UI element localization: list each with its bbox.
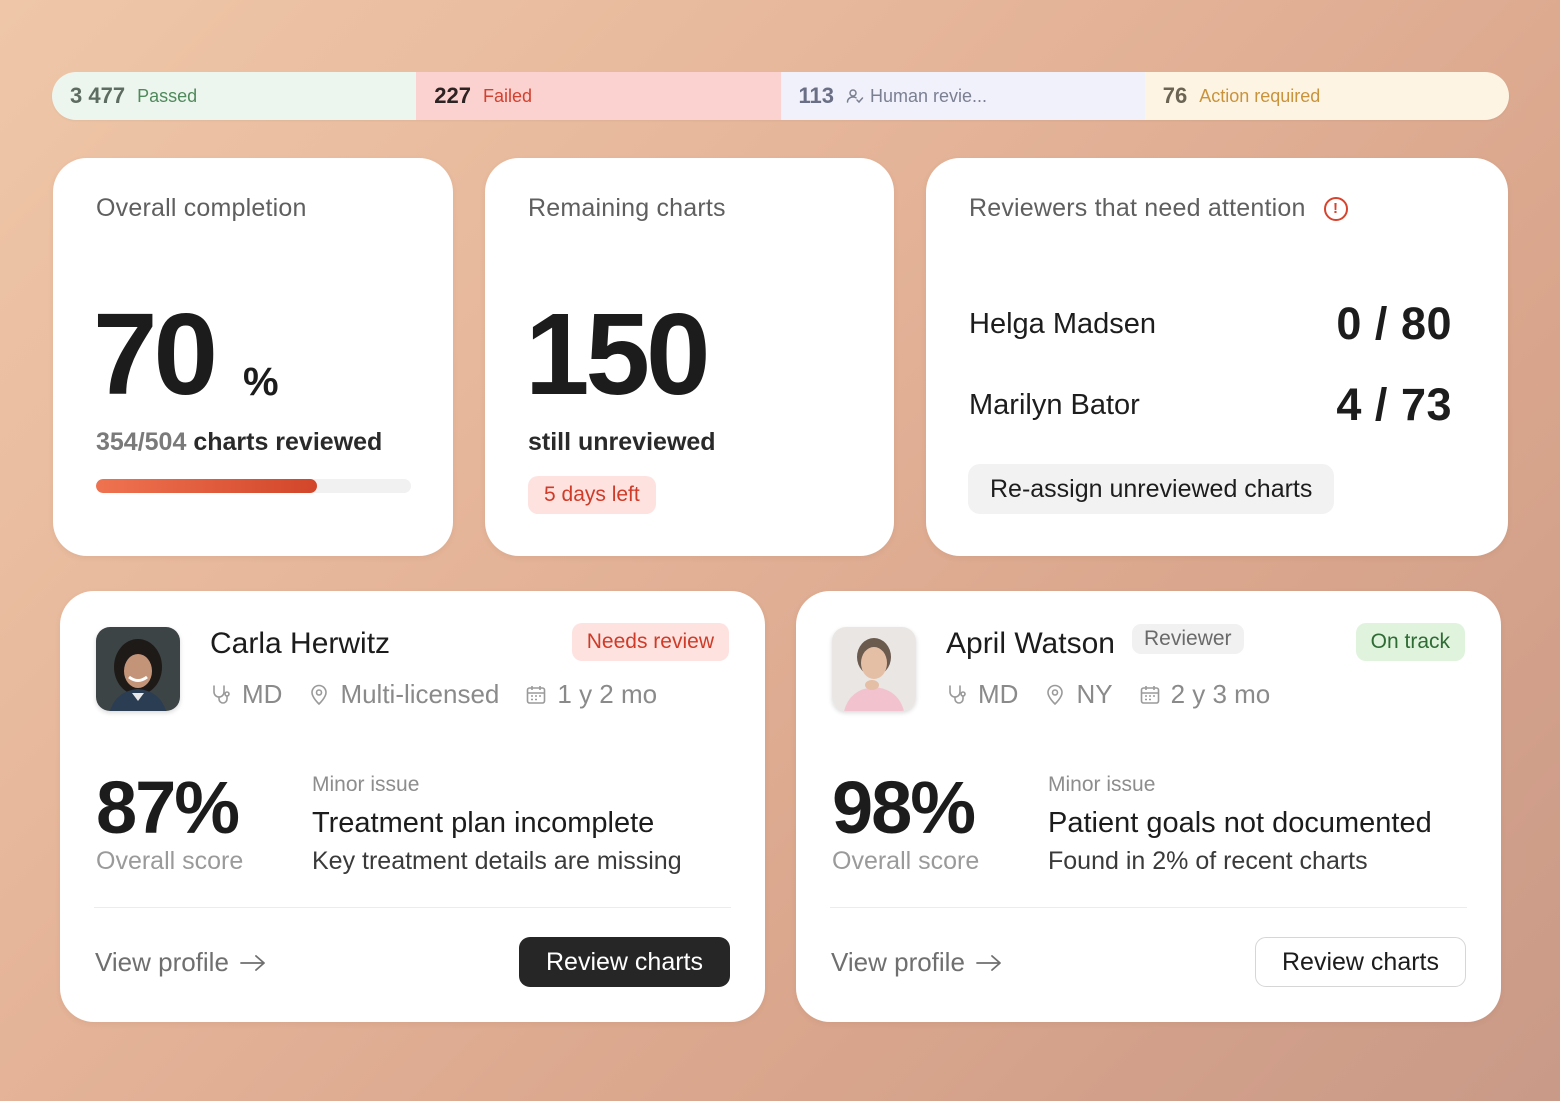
status-badge: Needs review bbox=[571, 623, 729, 661]
review-charts-button[interactable]: Review charts bbox=[1255, 937, 1466, 987]
human-review-count: 113 bbox=[798, 83, 835, 108]
issue-description: Key treatment details are missing bbox=[312, 847, 682, 875]
status-badge: On track bbox=[1355, 623, 1465, 661]
overall-score-label: Overall score bbox=[832, 847, 980, 875]
issue-title: Patient goals not documented bbox=[1048, 807, 1432, 839]
remaining-value: 150 bbox=[525, 289, 711, 419]
human-review-label: Human revie... bbox=[870, 85, 988, 106]
credential-text: MD bbox=[242, 679, 283, 709]
reviewers-attention-card: Reviewers that need attention ! Helga Ma… bbox=[926, 158, 1508, 556]
passed-label: Passed bbox=[137, 85, 198, 106]
issue-description: Found in 2% of recent charts bbox=[1048, 847, 1368, 875]
reviewer-name: April Watson bbox=[946, 627, 1115, 660]
credential-text: MD bbox=[978, 679, 1019, 709]
tenure-text: 1 y 2 mo bbox=[557, 679, 658, 709]
tenure-text: 2 y 3 mo bbox=[1170, 679, 1271, 709]
reassign-charts-button[interactable]: Re-assign unreviewed charts bbox=[968, 464, 1335, 514]
completion-progress-fill bbox=[96, 479, 317, 493]
reviewer-meta: MD NY 2 y 3 mo bbox=[946, 679, 1270, 710]
arrow-right-icon bbox=[976, 954, 1001, 971]
reviewer-row[interactable]: Marilyn Bator 4 / 73 bbox=[969, 379, 1452, 431]
view-profile-label: View profile bbox=[831, 947, 965, 977]
reviewer-name: Marilyn Bator bbox=[969, 388, 1140, 421]
days-left-badge: 5 days left bbox=[528, 476, 656, 514]
calendar-icon bbox=[527, 685, 546, 704]
map-pin-icon bbox=[1047, 684, 1064, 705]
reviewer-name: Carla Herwitz bbox=[210, 627, 391, 660]
avatar[interactable] bbox=[96, 627, 180, 711]
overall-score-value: 98% bbox=[832, 766, 976, 849]
avatar-portrait bbox=[832, 627, 916, 711]
credential-item: MD bbox=[210, 679, 282, 710]
status-failed-segment[interactable]: 227 Failed bbox=[416, 72, 781, 120]
issue-title: Treatment plan incomplete bbox=[312, 807, 655, 839]
failed-count: 227 bbox=[434, 83, 471, 108]
completion-unit: % bbox=[243, 360, 279, 404]
overall-completion-card: Overall completion 70 % 354/504 charts r… bbox=[53, 158, 453, 556]
view-profile-label: View profile bbox=[95, 947, 229, 977]
completion-title: Overall completion bbox=[96, 194, 307, 222]
status-passed-segment[interactable]: 3 477 Passed bbox=[52, 72, 417, 120]
reviewer-card-april-watson: April Watson Reviewer On track MD NY 2 y… bbox=[796, 591, 1501, 1022]
stethoscope-icon bbox=[213, 684, 230, 704]
location-item: Multi-licensed bbox=[308, 679, 499, 710]
overall-score-label: Overall score bbox=[96, 847, 244, 875]
location-item: NY bbox=[1044, 679, 1113, 710]
stethoscope-icon bbox=[949, 684, 966, 704]
reviewer-name: Helga Madsen bbox=[969, 307, 1156, 340]
action-required-count: 76 bbox=[1162, 83, 1188, 108]
calendar-icon bbox=[1140, 685, 1159, 704]
location-text: Multi-licensed bbox=[340, 679, 500, 709]
charts-reviewed-suffix: charts reviewed bbox=[186, 428, 383, 456]
status-summary-bar: 3 477 Passed 227 Failed 113 Human revie.… bbox=[52, 72, 1509, 120]
attention-title: Reviewers that need attention bbox=[969, 194, 1306, 222]
reviewer-count: 4 / 73 bbox=[1336, 379, 1452, 430]
reviewer-count: 0 / 80 bbox=[1336, 298, 1452, 349]
card-divider bbox=[94, 907, 731, 908]
charts-reviewed-fraction: 354/504 bbox=[96, 428, 187, 456]
alert-circle-icon: ! bbox=[1323, 196, 1348, 221]
charts-reviewed-text: 354/504 charts reviewed bbox=[96, 428, 382, 457]
view-profile-link[interactable]: View profile bbox=[831, 947, 1003, 978]
overall-score-value: 87% bbox=[96, 766, 240, 849]
avatar[interactable] bbox=[832, 627, 916, 711]
attention-title-row: Reviewers that need attention ! bbox=[969, 194, 1348, 223]
user-check-icon bbox=[846, 89, 864, 104]
arrow-right-icon bbox=[240, 954, 265, 971]
location-text: NY bbox=[1076, 679, 1113, 709]
card-divider bbox=[830, 907, 1467, 908]
action-required-label: Action required bbox=[1199, 85, 1321, 106]
completion-value: 70 bbox=[93, 289, 218, 419]
map-pin-icon bbox=[311, 684, 328, 705]
issue-severity: Minor issue bbox=[1048, 773, 1156, 796]
status-action-required-segment[interactable]: 76 Action required bbox=[1144, 72, 1509, 120]
failed-label: Failed bbox=[482, 85, 532, 106]
role-chip: Reviewer bbox=[1132, 624, 1244, 654]
remaining-title: Remaining charts bbox=[528, 194, 726, 222]
tenure-item: 1 y 2 mo bbox=[525, 679, 657, 710]
issue-severity: Minor issue bbox=[312, 773, 420, 796]
avatar-portrait bbox=[96, 627, 180, 711]
reviewer-card-carla-herwitz: Carla Herwitz Needs review MD Multi-lice… bbox=[60, 591, 765, 1022]
tenure-item: 2 y 3 mo bbox=[1139, 679, 1271, 710]
reviewer-meta: MD Multi-licensed 1 y 2 mo bbox=[210, 679, 657, 710]
remaining-subtitle: still unreviewed bbox=[528, 428, 716, 456]
passed-count: 3 477 bbox=[70, 83, 126, 108]
review-charts-button[interactable]: Review charts bbox=[519, 937, 730, 987]
remaining-charts-card: Remaining charts 150 still unreviewed 5 … bbox=[485, 158, 894, 556]
reviewer-row[interactable]: Helga Madsen 0 / 80 bbox=[969, 298, 1452, 350]
status-human-review-segment[interactable]: 113 Human revie... bbox=[780, 72, 1145, 120]
credential-item: MD bbox=[946, 679, 1018, 710]
completion-progress-bar bbox=[96, 479, 411, 493]
human-review-label-wrap: Human revie... bbox=[846, 86, 987, 107]
view-profile-link[interactable]: View profile bbox=[95, 947, 267, 978]
